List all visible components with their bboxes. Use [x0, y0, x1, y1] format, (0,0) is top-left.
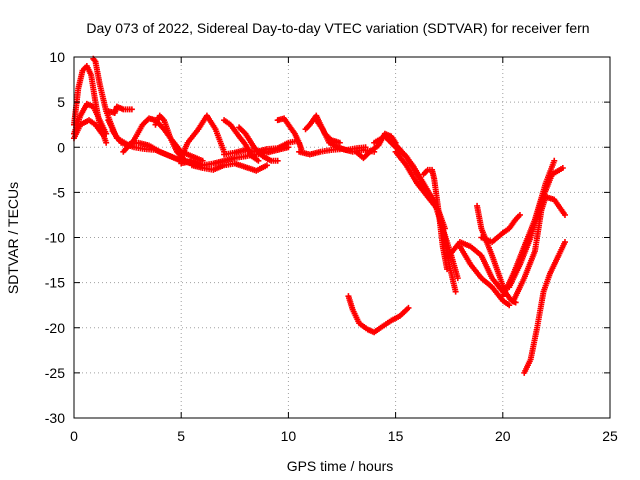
data-series — [478, 211, 523, 246]
data-series — [506, 165, 566, 291]
data-series — [345, 293, 412, 336]
x-axis-label: GPS time / hours — [287, 458, 394, 474]
data-point — [255, 157, 262, 164]
data-series — [456, 243, 513, 309]
data-point — [444, 266, 451, 273]
x-tick-label: 5 — [177, 428, 185, 444]
data-series — [188, 160, 270, 174]
data-series — [510, 193, 568, 304]
y-tick-label: -10 — [45, 230, 65, 246]
data-series — [420, 166, 451, 273]
x-tick-label: 10 — [281, 428, 297, 444]
plot-area — [71, 55, 568, 376]
y-tick-label: -20 — [45, 320, 65, 336]
data-point — [103, 139, 110, 146]
y-tick-label: -25 — [45, 365, 65, 381]
data-point — [561, 211, 568, 218]
data-point — [516, 211, 523, 218]
y-tick-label: 10 — [49, 49, 65, 65]
data-series — [242, 144, 292, 160]
data-point — [559, 165, 566, 172]
y-tick-label: -30 — [45, 410, 65, 426]
data-series — [178, 112, 228, 162]
data-point — [405, 304, 412, 311]
data-point — [506, 302, 513, 309]
data-point — [561, 239, 568, 246]
data-series — [521, 239, 568, 376]
data-point — [101, 133, 108, 140]
data-series — [71, 117, 108, 142]
data-point — [336, 139, 343, 146]
x-tick-label: 0 — [70, 428, 78, 444]
data-point — [452, 288, 459, 295]
data-point — [454, 275, 461, 282]
y-tick-label: 5 — [57, 94, 65, 110]
y-tick-label: 0 — [57, 139, 65, 155]
data-point — [551, 157, 558, 164]
data-point — [128, 106, 135, 113]
data-series — [105, 103, 135, 116]
data-series — [296, 146, 378, 158]
data-series — [274, 115, 305, 153]
y-axis-label: SDTVAR / TECUs — [5, 182, 21, 294]
data-point — [263, 162, 270, 169]
y-tick-label: -15 — [45, 275, 65, 291]
data-point — [285, 144, 292, 151]
x-tick-label: 25 — [602, 428, 618, 444]
y-tick-label: -5 — [53, 184, 66, 200]
x-tick-label: 15 — [388, 428, 404, 444]
data-series — [178, 153, 249, 169]
x-tick-label: 20 — [495, 428, 511, 444]
axis-ticks: 0 5 10 15 20 25 -30 -25 -20 -15 -10 -5 0 5 10 — [45, 49, 618, 444]
data-point — [274, 157, 281, 164]
chart-title: Day 073 of 2022, Sidereal Day-to-day VTE… — [86, 20, 589, 36]
